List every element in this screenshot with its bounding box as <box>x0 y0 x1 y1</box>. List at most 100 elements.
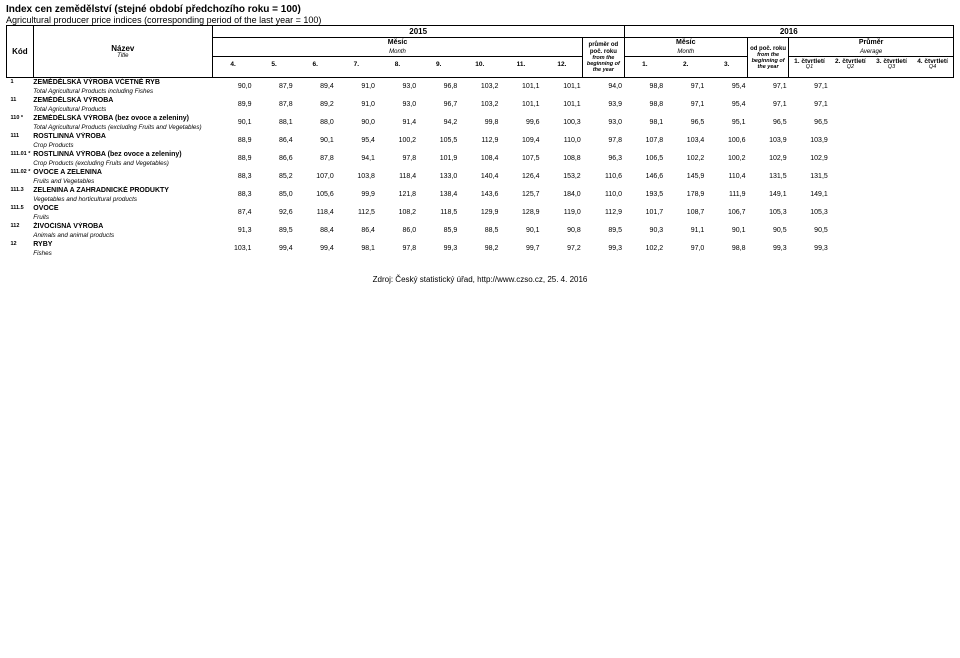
col-1: 1. <box>624 57 665 78</box>
value-cell: 102,2 <box>624 240 665 258</box>
value-cell: 94,0 <box>583 77 624 96</box>
value-cell: 97,1 <box>665 77 706 96</box>
row-code: 112 <box>7 222 34 240</box>
value-cell: 94,2 <box>418 114 459 132</box>
value-cell: 90,1 <box>706 222 747 240</box>
table-row: 110 *ZEMĚDĚLSKÁ VÝROBA (bez ovoce a zele… <box>7 114 954 123</box>
col-name: Název Title <box>33 26 212 78</box>
value-cell: 98,1 <box>336 240 377 258</box>
value-cell: 102,9 <box>747 150 788 168</box>
row-name-cz: ZELENINA A ZAHRADNICKÉ PRODUKTY <box>33 186 212 195</box>
value-cell: 105,6 <box>295 186 336 204</box>
row-name-cz: OVOCE <box>33 204 212 213</box>
row-name-en: Total Agricultural Products (excluding F… <box>33 123 212 132</box>
value-cell: 108,7 <box>665 204 706 222</box>
row-name-en: Total Agricultural Products <box>33 105 212 114</box>
value-cell: 146,6 <box>624 168 665 186</box>
value-cell: 112,9 <box>583 204 624 222</box>
value-cell: 129,9 <box>459 204 500 222</box>
value-cell: 97,8 <box>377 150 418 168</box>
value-cell: 99,8 <box>459 114 500 132</box>
value-cell: 153,2 <box>542 168 583 186</box>
value-cell <box>830 168 871 186</box>
value-cell <box>871 240 912 258</box>
value-cell: 88,0 <box>295 114 336 132</box>
value-cell <box>912 222 953 240</box>
value-cell <box>912 96 953 114</box>
row-code: 111.02 * <box>7 168 34 186</box>
value-cell <box>871 77 912 96</box>
col-6: 6. <box>295 57 336 78</box>
row-name-en: Crop Products <box>33 141 212 150</box>
value-cell: 95,4 <box>706 96 747 114</box>
value-cell <box>912 114 953 132</box>
value-cell: 110,4 <box>706 168 747 186</box>
table-row: 111.01 *ROSTLINNÁ VÝROBA (bez ovoce a ze… <box>7 150 954 159</box>
row-name-cz: RYBY <box>33 240 212 249</box>
row-code: 1 <box>7 77 34 96</box>
value-cell: 101,1 <box>542 77 583 96</box>
value-cell: 93,0 <box>377 77 418 96</box>
col-from-beginning-2015: průměr od poč. roku from the beginning o… <box>583 38 624 78</box>
value-cell: 98,8 <box>706 240 747 258</box>
value-cell: 140,4 <box>459 168 500 186</box>
value-cell: 88,4 <box>295 222 336 240</box>
col-2: 2. <box>665 57 706 78</box>
value-cell: 86,4 <box>336 222 377 240</box>
value-cell: 90,5 <box>747 222 788 240</box>
value-cell: 85,0 <box>253 186 294 204</box>
col-q2: 2. čtvrtletíQ2 <box>830 57 871 78</box>
value-cell: 109,4 <box>500 132 541 150</box>
value-cell <box>830 114 871 132</box>
table-row: 111ROSTLINNÁ VÝROBA88,986,490,195,4100,2… <box>7 132 954 141</box>
value-cell: 97,1 <box>747 96 788 114</box>
value-cell: 90,1 <box>295 132 336 150</box>
value-cell: 131,5 <box>747 168 788 186</box>
value-cell: 96,5 <box>747 114 788 132</box>
value-cell: 128,9 <box>500 204 541 222</box>
value-cell: 99,4 <box>295 240 336 258</box>
value-cell: 90,3 <box>624 222 665 240</box>
value-cell: 103,9 <box>789 132 830 150</box>
value-cell: 99,3 <box>418 240 459 258</box>
value-cell: 103,1 <box>212 240 253 258</box>
value-cell: 87,9 <box>253 77 294 96</box>
value-cell <box>912 77 953 96</box>
value-cell: 110,6 <box>583 168 624 186</box>
value-cell: 106,7 <box>706 204 747 222</box>
value-cell: 97,2 <box>542 240 583 258</box>
group-month-2016: Měsíc <box>624 38 747 48</box>
value-cell: 97,1 <box>747 77 788 96</box>
col-q4: 4. čtvrtletíQ4 <box>912 57 953 78</box>
data-table: Kód Název Title 2015 2016 Měsíc průměr o… <box>6 25 954 258</box>
value-cell: 90,5 <box>789 222 830 240</box>
row-name-cz: ZEMĚDĚLSKÁ VÝROBA VČETNĚ RYB <box>33 77 212 87</box>
value-cell: 88,3 <box>212 186 253 204</box>
col-from-beginning-2016: od poč. roku from the beginning of the y… <box>747 38 788 78</box>
table-row: 11ZEMĚDĚLSKÁ VÝROBA89,987,889,291,093,09… <box>7 96 954 105</box>
row-name-en: Crop Products (excluding Fruits and Vege… <box>33 159 212 168</box>
value-cell: 89,9 <box>212 96 253 114</box>
value-cell: 85,2 <box>253 168 294 186</box>
value-cell: 88,1 <box>253 114 294 132</box>
row-name-cz: ZEMĚDĚLSKÁ VÝROBA (bez ovoce a zeleniny) <box>33 114 212 123</box>
value-cell: 105,3 <box>747 204 788 222</box>
col-8: 8. <box>377 57 418 78</box>
value-cell: 126,4 <box>500 168 541 186</box>
value-cell: 91,0 <box>336 96 377 114</box>
row-name-en: Fruits and Vegetables <box>33 177 212 186</box>
row-code: 111.01 * <box>7 150 34 168</box>
value-cell: 96,8 <box>418 77 459 96</box>
col-3: 3. <box>706 57 747 78</box>
value-cell: 88,3 <box>212 168 253 186</box>
table-row: 111.3ZELENINA A ZAHRADNICKÉ PRODUKTY88,3… <box>7 186 954 195</box>
value-cell: 96,5 <box>789 114 830 132</box>
value-cell: 101,7 <box>624 204 665 222</box>
value-cell: 93,9 <box>583 96 624 114</box>
value-cell: 91,1 <box>665 222 706 240</box>
value-cell <box>830 222 871 240</box>
page-footer: Zdroj: Český statistický úřad, http://ww… <box>6 275 954 284</box>
value-cell: 93,0 <box>377 96 418 114</box>
value-cell: 90,0 <box>212 77 253 96</box>
value-cell: 110,0 <box>542 132 583 150</box>
